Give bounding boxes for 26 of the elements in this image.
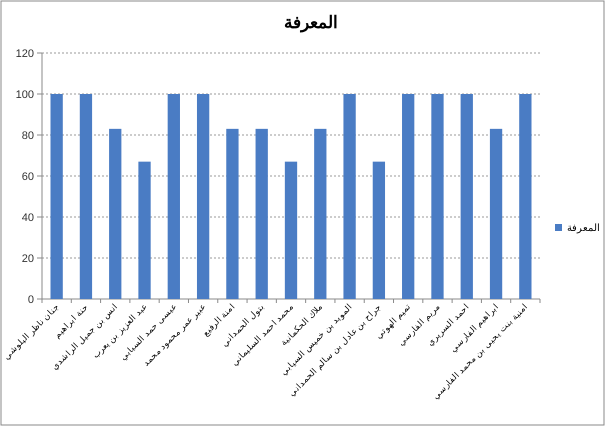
y-tick-label: 0 — [28, 294, 34, 306]
bar — [431, 94, 444, 299]
y-tick-label: 80 — [22, 130, 34, 142]
bar — [460, 94, 473, 299]
bar — [402, 94, 414, 299]
y-tick-label: 100 — [16, 89, 34, 101]
bar — [256, 128, 268, 299]
bar — [196, 94, 210, 299]
bar — [168, 94, 180, 299]
bar — [490, 128, 502, 299]
y-tick-label: 60 — [22, 171, 34, 183]
bar — [314, 128, 326, 299]
bar — [109, 128, 122, 299]
chart-title: المعرفة — [284, 13, 338, 33]
bar — [80, 94, 92, 299]
bar — [50, 94, 63, 299]
bar — [372, 162, 386, 299]
bar — [284, 162, 298, 299]
y-tick-label: 120 — [16, 48, 34, 60]
y-tick-label: 20 — [22, 253, 34, 265]
bar — [343, 94, 356, 299]
bar — [138, 162, 151, 299]
bar — [519, 94, 532, 299]
bar — [226, 128, 239, 299]
legend-label: المعرفة — [567, 223, 600, 234]
y-tick-label: 40 — [22, 212, 34, 224]
